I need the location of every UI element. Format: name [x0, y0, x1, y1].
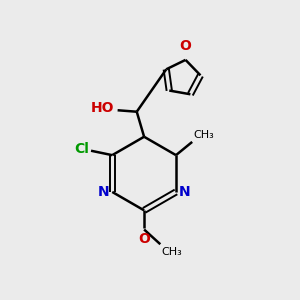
Text: Cl: Cl — [74, 142, 89, 156]
Text: HO: HO — [91, 101, 114, 115]
Text: CH₃: CH₃ — [162, 247, 182, 257]
Text: O: O — [138, 232, 150, 246]
Text: N: N — [98, 185, 109, 199]
Text: N: N — [179, 185, 190, 199]
Text: CH₃: CH₃ — [194, 130, 214, 140]
Text: O: O — [179, 39, 191, 53]
